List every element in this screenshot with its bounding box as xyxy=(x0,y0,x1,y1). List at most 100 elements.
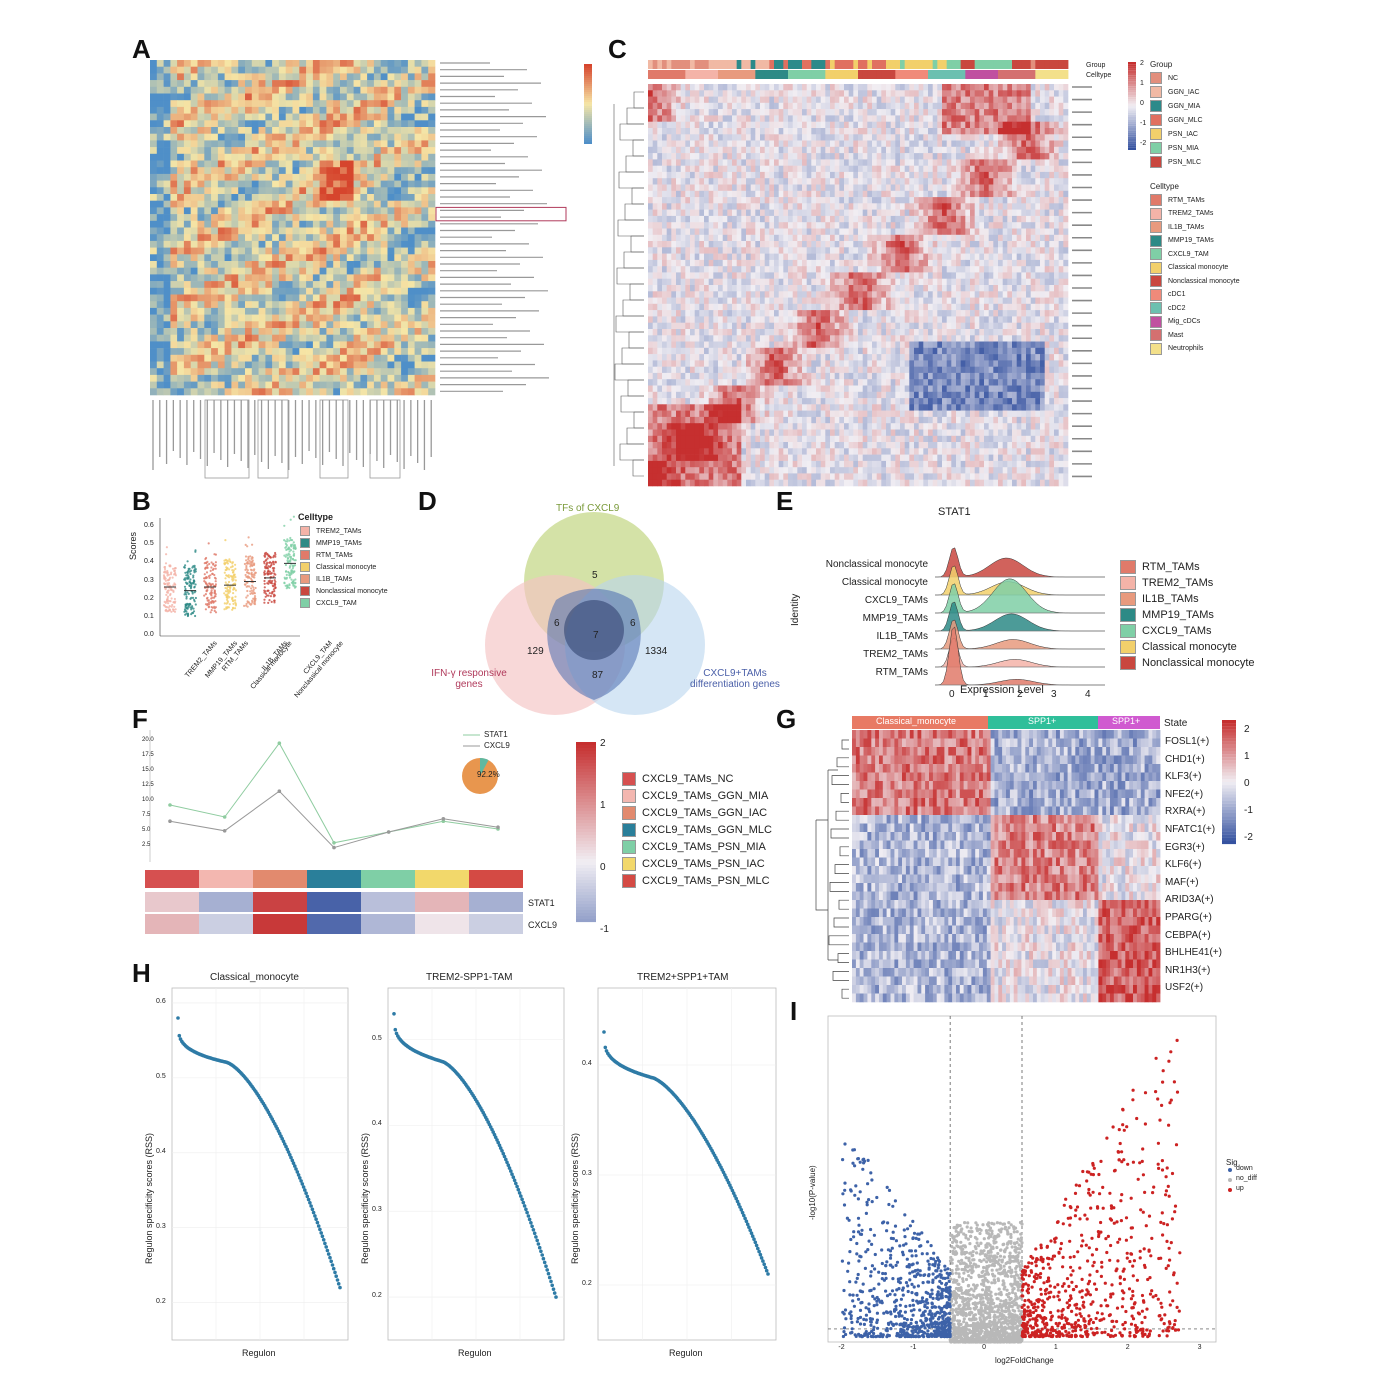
heat-cell xyxy=(326,294,334,302)
heat-cell xyxy=(333,240,341,248)
heat-cell xyxy=(340,60,348,67)
c-heat-cell xyxy=(746,109,751,116)
c-heat-cell xyxy=(886,102,891,110)
c-heat-cell xyxy=(918,241,924,248)
heat-cell xyxy=(340,321,348,329)
heat-cell xyxy=(204,234,212,242)
c-heat-cell xyxy=(732,234,737,242)
heat-cell xyxy=(367,381,375,389)
heat-cell xyxy=(245,120,253,128)
c-heat-cell xyxy=(690,178,695,185)
c-heat-cell xyxy=(1021,90,1027,97)
heat-cell xyxy=(285,86,293,94)
heat-cell xyxy=(156,147,164,155)
heat-cell xyxy=(204,120,212,128)
c-heat-cell xyxy=(923,115,929,122)
heat-cell xyxy=(428,240,436,248)
c-heat-cell xyxy=(858,153,863,160)
heat-cell xyxy=(401,321,409,329)
c-heat-cell xyxy=(881,121,887,129)
heat-cell xyxy=(373,227,381,235)
c-heat-cell xyxy=(988,121,994,129)
heat-cell xyxy=(278,133,286,141)
c-heat-cell xyxy=(988,134,994,141)
c-heat-cell xyxy=(704,128,709,135)
c-heat-cell xyxy=(1016,171,1022,179)
c-heat-cell xyxy=(834,184,840,192)
c-heat-cell xyxy=(886,178,891,185)
c-heat-cell xyxy=(932,153,938,160)
heat-cell xyxy=(407,60,415,67)
c-heat-cell xyxy=(769,228,775,236)
c-heat-cell xyxy=(1063,153,1069,160)
c-heat-cell xyxy=(820,140,826,148)
heat-cell xyxy=(428,120,436,128)
heat-cell xyxy=(333,294,341,302)
heat-cell xyxy=(150,113,158,121)
c-heat-cell xyxy=(802,171,807,179)
c-heat-cell xyxy=(923,102,929,110)
c-heat-cell xyxy=(746,134,751,141)
heat-cell xyxy=(367,227,375,235)
c-heat-cell xyxy=(699,190,705,198)
c-heat-cell xyxy=(853,259,859,267)
heat-cell xyxy=(333,307,341,315)
c-group-track-cell xyxy=(970,60,976,69)
heat-cell xyxy=(394,361,402,369)
heat-cell xyxy=(367,180,375,188)
c-heat-cell xyxy=(872,165,877,173)
c-heat-cell xyxy=(788,215,793,223)
heat-cell xyxy=(353,180,361,188)
c-heat-cell xyxy=(909,140,915,148)
c-heat-cell xyxy=(792,146,798,154)
heat-cell xyxy=(299,281,307,289)
c-heat-cell xyxy=(909,109,915,116)
heat-cell xyxy=(285,281,293,289)
heat-cell xyxy=(373,60,381,67)
c-celltype-track-cell xyxy=(1044,70,1050,79)
c-heat-cell xyxy=(1026,215,1031,223)
c-heat-cell xyxy=(839,190,845,198)
c-heat-cell xyxy=(760,222,765,229)
c-heat-cell xyxy=(862,190,868,198)
heat-cell xyxy=(306,234,314,242)
c-heat-cell xyxy=(858,241,863,248)
c-heat-cell xyxy=(727,128,733,135)
heat-cell xyxy=(211,281,219,289)
c-heat-cell xyxy=(914,165,919,173)
c-heat-cell xyxy=(886,115,891,122)
heat-cell xyxy=(407,93,415,101)
c-heat-cell xyxy=(904,190,910,198)
heat-cell xyxy=(224,66,232,74)
heat-cell xyxy=(183,334,191,342)
heat-cell xyxy=(272,80,280,88)
c-group-track-cell xyxy=(886,60,892,69)
c-heat-cell xyxy=(946,140,952,148)
heat-cell xyxy=(265,227,273,235)
heat-cell xyxy=(292,133,300,141)
c-heat-cell xyxy=(862,171,868,179)
c-heat-cell xyxy=(802,153,807,160)
heat-cell xyxy=(163,374,171,382)
c-heat-cell xyxy=(736,171,742,179)
c-heat-cell xyxy=(722,115,728,122)
heat-cell xyxy=(367,368,375,376)
heat-cell xyxy=(407,328,415,335)
heat-cell xyxy=(299,274,307,282)
heat-cell xyxy=(407,234,415,242)
c-heat-cell xyxy=(760,259,765,267)
heat-cell xyxy=(394,167,402,175)
heat-cell xyxy=(401,113,409,121)
heat-cell xyxy=(401,247,409,255)
c-heat-cell xyxy=(1021,203,1027,210)
heat-cell xyxy=(238,368,246,376)
heat-cell xyxy=(278,93,286,101)
heat-cell xyxy=(258,354,266,362)
heat-cell xyxy=(346,374,354,382)
c-heat-cell xyxy=(951,222,957,229)
heat-cell xyxy=(190,106,198,114)
heat-cell xyxy=(190,173,198,181)
c-heat-cell xyxy=(1021,121,1027,129)
c-group-track-cell xyxy=(722,60,728,69)
c-heat-cell xyxy=(890,121,896,129)
